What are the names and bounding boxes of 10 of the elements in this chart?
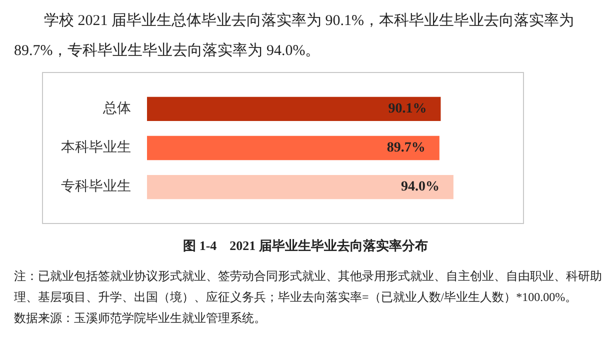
y-tick-label: 总体: [102, 100, 131, 117]
y-tick-label: 专科毕业生: [61, 178, 131, 195]
text: 学校 2021 届毕业生总体毕业去向落实率为 90.1%，本科毕业生毕业去向落实率为 89.7%，专科毕业生毕业去向落实率为 94.0%。: [14, 11, 575, 61]
data-label: 89.7%: [386, 140, 426, 156]
text: 图 1-4 2021 届毕业生毕业去向落实率分布: [182, 237, 429, 255]
data-label: 94.0%: [400, 180, 440, 195]
text: 注：已就业包括签就业协议形式就业、签劳动合同形式就业、其他录用形式就业、自主创业、自由职业、科研助理、基层项目、升学、出国（境）、应征义务兵；毕业去向落实率=（已就业人数/毕业生人数）*100.00%。: [14, 268, 603, 306]
source-note: 数据来源：玉溪师范学院毕业生就业管理系统。: [14, 310, 267, 327]
y-tick-label: 本科毕业生: [61, 140, 131, 156]
data-label: 90.1%: [388, 102, 427, 117]
